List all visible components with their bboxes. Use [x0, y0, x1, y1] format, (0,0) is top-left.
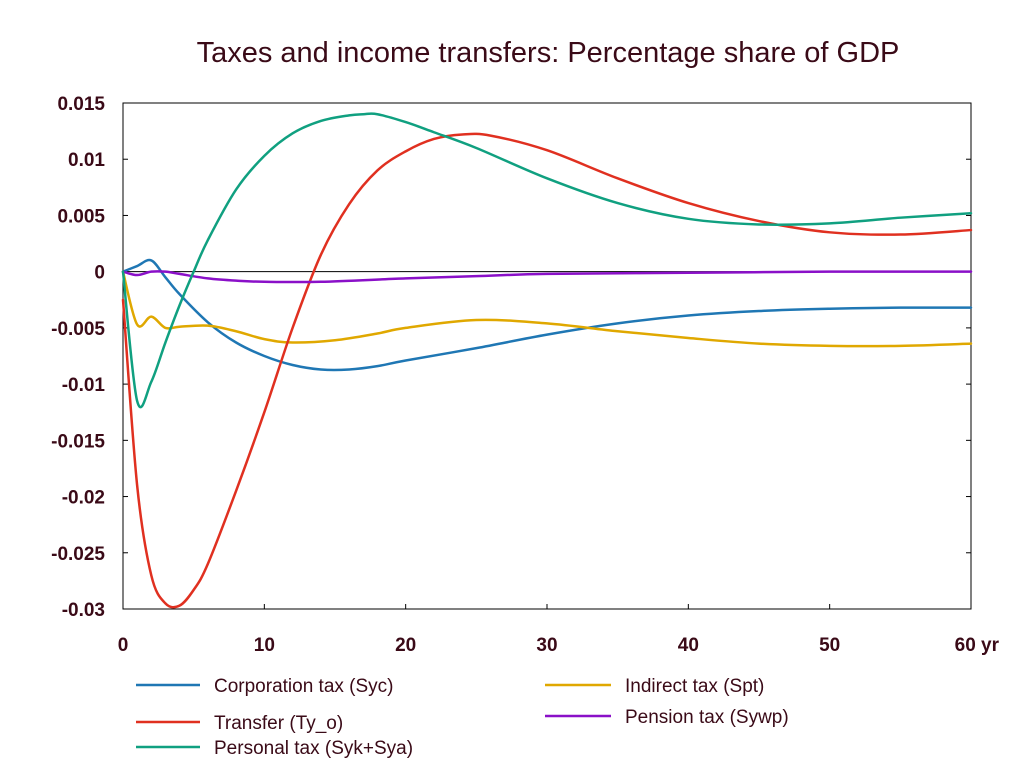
series-line-pension-tax-sywp — [121, 270, 973, 284]
y-tick-label: -0.005 — [51, 319, 105, 340]
y-tick-label: 0 — [94, 263, 105, 284]
legend-label: Corporation tax (Syc) — [214, 676, 394, 697]
x-tick-label: 30 — [536, 635, 557, 656]
chart-title: Taxes and income transfers: Percentage s… — [197, 37, 900, 69]
x-tick-label: 60 yr — [955, 635, 1000, 656]
legend-label: Pension tax (Sywp) — [625, 707, 789, 728]
legend-label: Indirect tax (Spt) — [625, 676, 764, 697]
x-tick-label: 20 — [395, 635, 416, 656]
series-line-indirect-tax-spt — [121, 270, 973, 348]
y-tick-label: 0.015 — [57, 94, 105, 115]
x-tick-label: 0 — [118, 635, 129, 656]
series-line-corporation-tax-syc — [121, 258, 973, 372]
legend-label: Personal tax (Syk+Sya) — [214, 738, 413, 759]
y-tick-label: 0.01 — [68, 150, 105, 171]
x-tick-label: 40 — [678, 635, 699, 656]
legend-label: Transfer (Ty_o) — [214, 713, 343, 734]
series-line-transfer-ty-o — [121, 132, 973, 609]
y-tick-label: 0.005 — [57, 206, 105, 227]
y-tick-label: -0.02 — [62, 488, 105, 509]
x-tick-label: 50 — [819, 635, 840, 656]
series-line-personal-tax-syk-sya — [121, 112, 973, 409]
y-tick-label: -0.025 — [51, 544, 105, 565]
y-tick-label: -0.015 — [51, 431, 105, 452]
y-tick-label: -0.01 — [62, 375, 106, 396]
x-tick-label: 10 — [254, 635, 275, 656]
y-tick-label: -0.03 — [62, 600, 105, 621]
